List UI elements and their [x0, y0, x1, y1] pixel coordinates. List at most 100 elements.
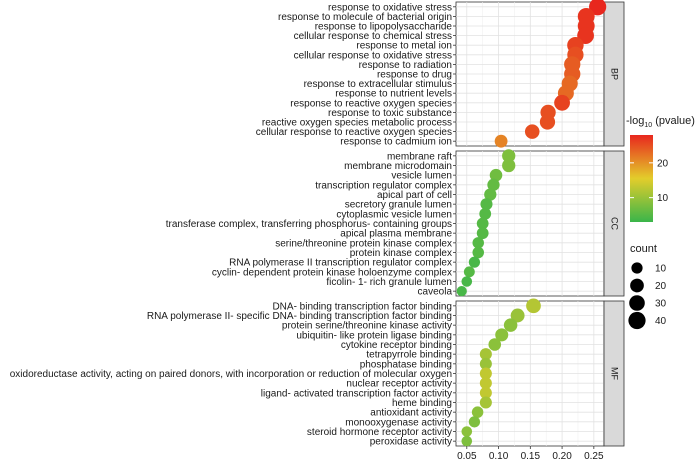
term-label: apical part of cell: [377, 190, 452, 201]
data-point: [495, 328, 509, 342]
term-label: ubiquitin- like protein ligase binding: [296, 330, 452, 341]
x-tick-label: 0.10: [489, 451, 509, 462]
data-point: [502, 158, 516, 173]
term-label: response to toxic substance: [328, 108, 452, 119]
size-legend-label: 20: [655, 281, 667, 292]
color-legend: -log10 (pvalue) 10 20: [626, 115, 695, 222]
x-tick-label: 0.25: [584, 451, 604, 462]
size-legend-label: 10: [655, 264, 667, 275]
term-label: caveola: [418, 287, 453, 298]
data-point: [472, 246, 484, 259]
term-label: antioxidant activity: [370, 408, 452, 419]
color-legend-ticks: 10 20: [630, 158, 669, 204]
term-label: response to reactive oxygen species: [290, 98, 452, 109]
term-label: monooxygenase activity: [345, 417, 452, 428]
data-point: [487, 178, 500, 191]
data-point: [479, 357, 492, 370]
strip-background: [603, 300, 625, 447]
data-point: [468, 256, 481, 268]
term-label: apical plasma membrane: [340, 229, 452, 240]
data-point: [461, 276, 473, 287]
strip-background: [603, 1, 625, 147]
color-legend-tick-label: 20: [657, 158, 669, 169]
data-point: [479, 396, 492, 409]
term-label: membrane raft: [387, 151, 452, 162]
color-legend-title: -log10 (pvalue): [626, 115, 695, 129]
strip-label: BP: [610, 68, 620, 80]
data-point: [463, 266, 475, 278]
size-legend-dot: [628, 311, 646, 330]
data-point: [479, 377, 492, 390]
term-label: ligand- activated transcription factor a…: [261, 388, 452, 399]
x-axis: 0.05 0.10 0.15 0.20 0.25: [457, 446, 604, 462]
data-point: [488, 338, 502, 351]
data-point: [502, 149, 516, 163]
data-point: [489, 168, 503, 182]
term-label: tetrapyrrole binding: [366, 350, 452, 361]
term-label: response to metal ion: [356, 41, 452, 52]
term-label: reactive oxygen species metabolic proces…: [262, 118, 452, 129]
term-label: RNA polymerase II transcription regulato…: [229, 258, 452, 269]
data-point: [526, 298, 541, 314]
term-label: response to nutrient levels: [335, 89, 452, 100]
color-legend-bar: [630, 135, 653, 222]
data-point: [589, 0, 607, 16]
data-point: [456, 286, 467, 297]
term-label: response to extracellular stimulus: [304, 79, 452, 90]
term-label: cyclin- dependent protein kinase holoenz…: [212, 267, 452, 278]
term-label: transcription regulator complex: [315, 180, 452, 191]
data-point: [524, 124, 540, 139]
term-label: response to radiation: [359, 60, 452, 71]
term-label: serine/threonine protein kinase complex: [275, 238, 452, 249]
panel-mf: MF DNA- binding transcription factor bind…: [10, 298, 625, 448]
data-point: [471, 406, 484, 418]
term-label: protein kinase complex: [350, 248, 452, 259]
term-label: ficolin- 1- rich granule lumen: [326, 277, 452, 288]
term-label: RNA polymerase II- specific DNA- binding…: [147, 311, 452, 322]
data-point: [503, 318, 518, 332]
x-tick-label: 0.20: [552, 451, 572, 462]
size-legend-label: 40: [655, 316, 667, 327]
term-label: peroxidase activity: [370, 437, 452, 448]
data-point: [510, 308, 525, 323]
data-point: [479, 207, 492, 220]
term-label: phosphatase binding: [360, 359, 452, 370]
legends: -log10 (pvalue) 10 20 count 10 20 30 40: [626, 115, 695, 330]
strip-background: [603, 150, 625, 297]
size-legend-title: count: [630, 243, 657, 255]
term-label: steroid hormone receptor activity: [307, 427, 452, 438]
data-point: [472, 237, 484, 249]
term-label: DNA- binding transcription factor bindin…: [272, 301, 452, 312]
term-label: secretory granule lumen: [345, 200, 452, 211]
term-label: membrane microdomain: [344, 161, 452, 172]
term-label: response to molecule of bacterial origin: [278, 12, 452, 23]
color-legend-tick-label: 10: [657, 193, 669, 204]
strip-label: CC: [610, 217, 620, 230]
term-label: cellular response to oxidative stress: [294, 50, 452, 61]
data-point: [468, 416, 481, 428]
data-point: [461, 426, 473, 437]
term-label: nuclear receptor activity: [346, 379, 452, 390]
size-legend: count 10 20 30 40: [628, 243, 667, 330]
x-tick-label: 0.05: [457, 451, 477, 462]
term-label: vesicle lumen: [391, 171, 452, 182]
size-legend-dot: [630, 278, 644, 293]
term-label: cellular response to chemical stress: [294, 31, 452, 42]
size-legend-dot: [629, 295, 645, 311]
data-point: [461, 435, 473, 447]
term-label: response to cadmium ion: [340, 137, 452, 148]
term-label: oxidoreductase activity, acting on paire…: [10, 369, 452, 380]
x-tick-label: 0.15: [521, 451, 541, 462]
term-label: heme binding: [392, 398, 452, 409]
data-point: [479, 348, 492, 361]
data-point: [480, 198, 493, 211]
size-legend-items: 10 20 30 40: [628, 262, 667, 330]
data-point: [479, 367, 492, 380]
term-label: transferase complex, transferring phosph…: [166, 219, 452, 230]
term-label: protein serine/threonine kinase activity: [282, 321, 452, 332]
data-point: [476, 217, 489, 230]
